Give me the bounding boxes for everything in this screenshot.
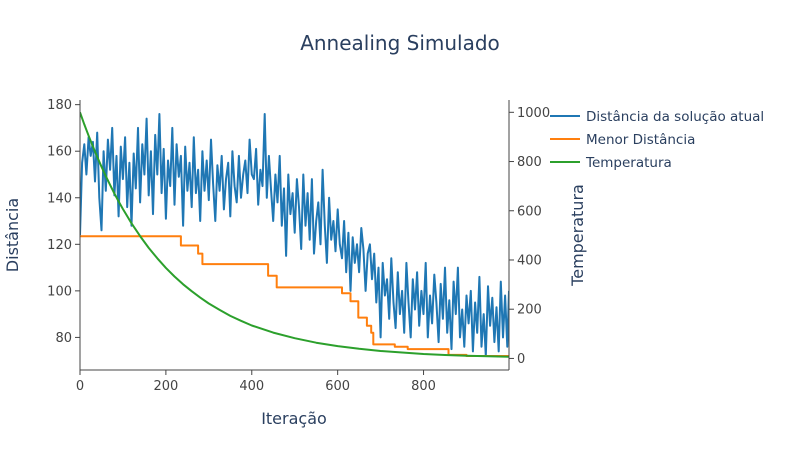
y-ticks: 80 100 120 140 160 180 bbox=[47, 98, 80, 346]
legend-label: Menor Distância bbox=[586, 132, 695, 148]
y-tick-label: 80 bbox=[55, 331, 72, 346]
series-line-3 bbox=[80, 111, 509, 358]
legend-label: Distância da solução atual bbox=[586, 109, 764, 125]
x-tick-label: 200 bbox=[153, 379, 178, 394]
legend-label: Temperatura bbox=[585, 155, 672, 171]
y-axis-title: Distância bbox=[3, 198, 22, 272]
x-tick-label: 0 bbox=[76, 379, 84, 394]
y2-axis-title: Temperatura bbox=[568, 184, 587, 287]
x-tick-label: 400 bbox=[239, 379, 264, 394]
x-axis-title: Iteração bbox=[261, 409, 327, 428]
axes bbox=[79, 100, 510, 371]
legend-item[interactable]: Distância da solução atual bbox=[550, 109, 764, 125]
x-tick-label: 600 bbox=[325, 379, 350, 394]
y-tick-label: 100 bbox=[47, 284, 72, 299]
y2-tick-label: 400 bbox=[517, 253, 542, 268]
legend[interactable]: Distância da solução atual Menor Distânci… bbox=[550, 109, 764, 171]
y2-ticks: 0 200 400 600 800 1000 bbox=[509, 106, 550, 367]
plot-area bbox=[80, 111, 509, 358]
y2-tick-label: 0 bbox=[517, 352, 525, 367]
legend-item[interactable]: Temperatura bbox=[550, 155, 672, 171]
series-line-2 bbox=[80, 235, 509, 357]
y2-tick-label: 800 bbox=[517, 155, 542, 170]
chart-title: Annealing Simulado bbox=[300, 31, 500, 55]
y2-tick-label: 1000 bbox=[517, 106, 550, 121]
y-tick-label: 160 bbox=[47, 145, 72, 160]
x-ticks: 0 200 400 600 800 bbox=[76, 370, 436, 394]
y-tick-label: 140 bbox=[47, 191, 72, 206]
y-tick-label: 120 bbox=[47, 238, 72, 253]
y2-tick-label: 600 bbox=[517, 204, 542, 219]
y2-tick-label: 200 bbox=[517, 303, 542, 318]
x-tick-label: 800 bbox=[411, 379, 436, 394]
legend-item[interactable]: Menor Distância bbox=[550, 132, 695, 148]
y-tick-label: 180 bbox=[47, 98, 72, 113]
series-line-1 bbox=[80, 113, 509, 357]
